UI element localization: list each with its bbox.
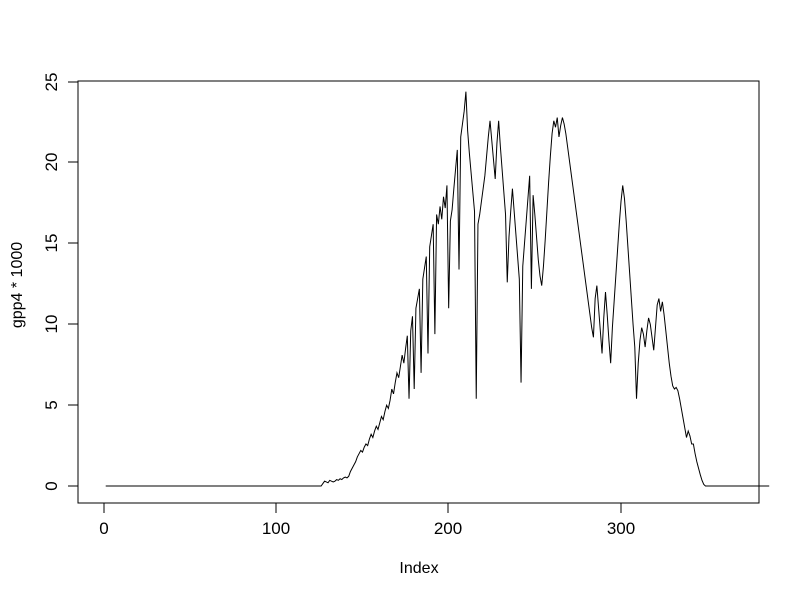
x-axis-title: Index <box>399 560 438 577</box>
x-tick-label-100: 100 <box>262 519 290 538</box>
x-tick-label-300: 300 <box>607 519 635 538</box>
data-series-line <box>105 91 770 487</box>
x-axis: 0 100 200 300 <box>99 503 635 538</box>
y-tick-label-25: 25 <box>42 73 61 92</box>
y-tick-group <box>68 81 78 487</box>
y-tick-label-10: 10 <box>42 315 61 334</box>
y-tick-label-20: 20 <box>42 153 61 172</box>
y-tick-label-15: 15 <box>42 234 61 253</box>
x-tick-label-0: 0 <box>99 519 108 538</box>
y-axis-title: gpp4 * 1000 <box>9 242 26 328</box>
x-tick-label-200: 200 <box>434 519 462 538</box>
plot-frame-box <box>77 80 760 504</box>
y-axis: 0 5 10 15 20 25 <box>42 73 78 491</box>
y-tick-label-5: 5 <box>42 400 61 409</box>
x-tick-group <box>103 503 622 513</box>
y-tick-label-0: 0 <box>42 481 61 490</box>
